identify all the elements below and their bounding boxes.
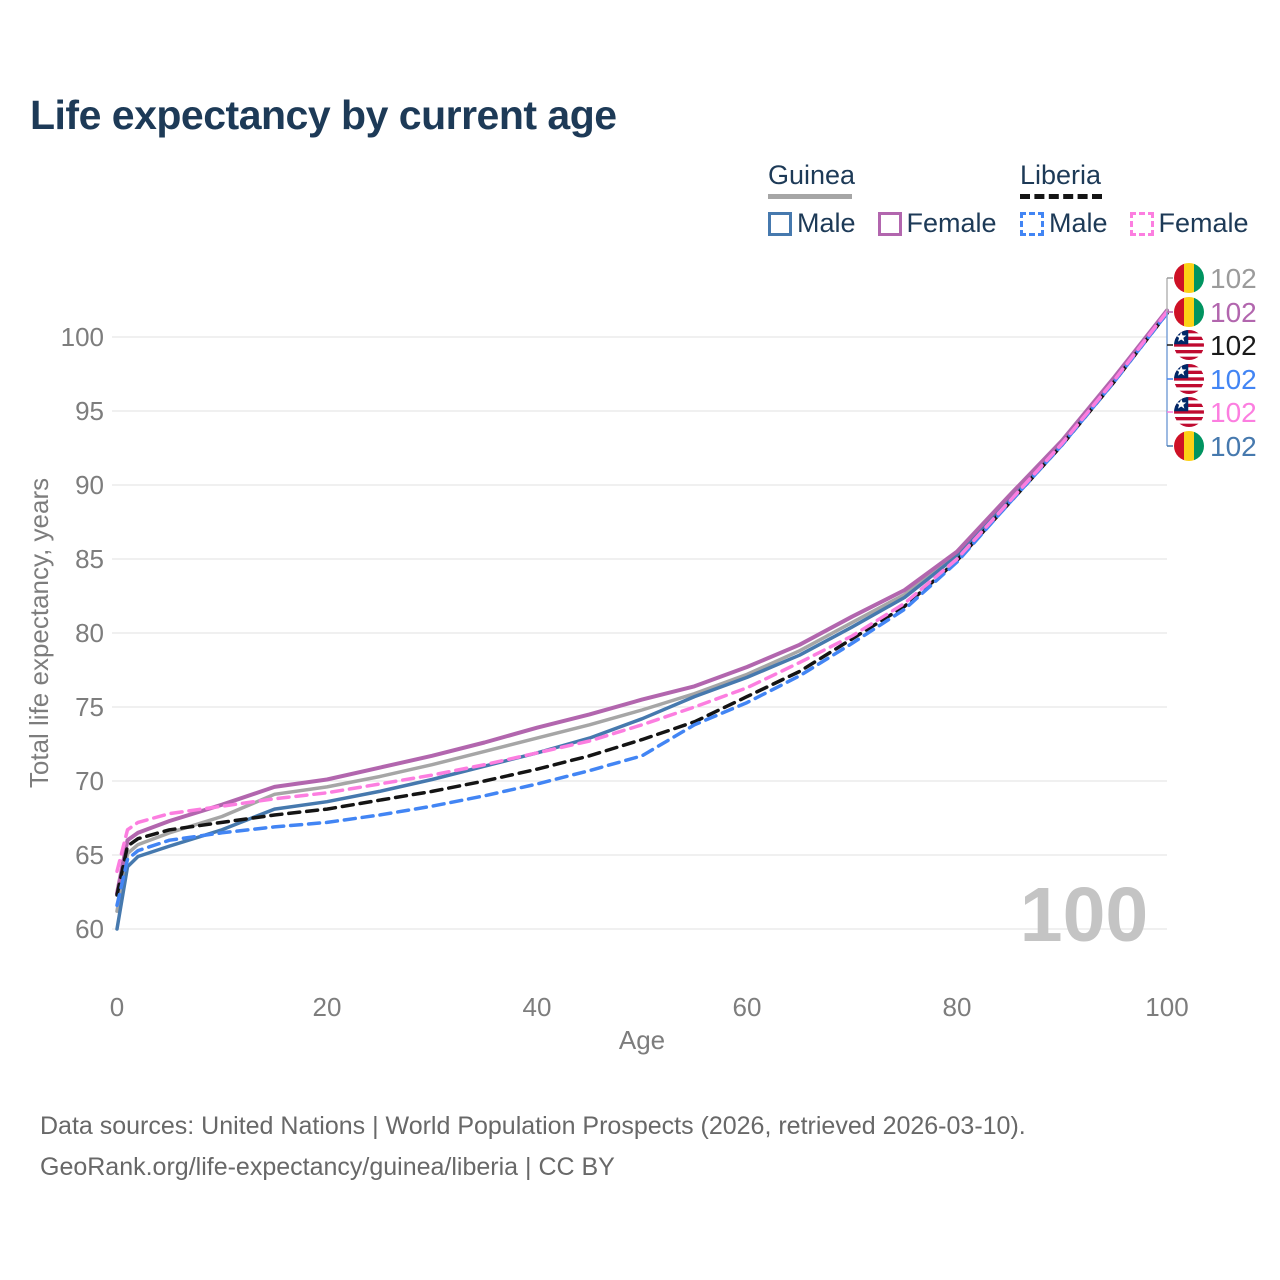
y-tick-label: 60 bbox=[75, 914, 104, 944]
guinea-flag-icon bbox=[1174, 263, 1204, 293]
series-lines bbox=[115, 308, 1169, 931]
end-label-value-guinea_female: 102 bbox=[1210, 297, 1257, 328]
y-tick-label: 80 bbox=[75, 618, 104, 648]
x-tick-label: 80 bbox=[943, 992, 972, 1022]
legend-underline-liberia bbox=[1020, 194, 1102, 199]
legend-item-guinea-female[interactable]: Female bbox=[877, 208, 997, 239]
y-tick-label: 85 bbox=[75, 544, 104, 574]
end-label-connectors bbox=[1166, 277, 1173, 447]
guinea-male-swatch-icon bbox=[768, 211, 792, 236]
end-label-value-liberia_female: 102 bbox=[1210, 397, 1257, 428]
y-tick-label: 90 bbox=[75, 470, 104, 500]
end-label-value-guinea_all: 102 bbox=[1210, 263, 1257, 294]
legend-item-label: Female bbox=[906, 208, 997, 238]
y-tick-label: 95 bbox=[75, 396, 104, 426]
liberia-flag-icon bbox=[1174, 330, 1204, 360]
footer-data-sources: Data sources: United Nations | World Pop… bbox=[40, 1112, 1026, 1140]
guinea-flag-icon bbox=[1174, 431, 1204, 461]
age-watermark: 100 bbox=[1020, 872, 1148, 958]
end-label-value-liberia_all: 102 bbox=[1210, 330, 1257, 361]
end-label-value-guinea_male: 102 bbox=[1210, 431, 1257, 462]
legend-item-label: Female bbox=[1158, 208, 1249, 238]
y-tick-label: 100 bbox=[61, 322, 104, 352]
x-tick-label: 40 bbox=[523, 992, 552, 1022]
legend-item-label: Male bbox=[1049, 208, 1108, 238]
x-tick-label: 0 bbox=[110, 992, 124, 1022]
legend-item-label: Male bbox=[797, 208, 856, 238]
guinea-female-swatch-icon bbox=[877, 211, 902, 236]
star-icon bbox=[1176, 398, 1187, 409]
series-guinea_all[interactable] bbox=[115, 310, 1169, 913]
series-guinea_female[interactable] bbox=[115, 308, 1169, 896]
footer: Data sources: United Nations | World Pop… bbox=[40, 1106, 1026, 1188]
liberia-female-swatch-icon bbox=[1129, 211, 1154, 236]
legend-group-guinea: Guinea Male Female bbox=[768, 160, 1019, 239]
guinea-flag-icon bbox=[1174, 297, 1204, 327]
legend-group-liberia: Liberia Male Female bbox=[1020, 160, 1271, 239]
x-axis-title: Age bbox=[619, 1025, 665, 1055]
liberia-male-swatch-icon bbox=[1020, 211, 1044, 236]
x-tick-label: 60 bbox=[733, 992, 762, 1022]
star-icon bbox=[1176, 365, 1187, 376]
end-label-value-liberia_male: 102 bbox=[1210, 364, 1257, 395]
page-title: Life expectancy by current age bbox=[30, 92, 617, 138]
x-tick-label: 100 bbox=[1145, 992, 1188, 1022]
liberia-flag-icon bbox=[1174, 397, 1204, 427]
y-tick-label: 75 bbox=[75, 692, 104, 722]
y-tick-label: 70 bbox=[75, 766, 104, 796]
series-liberia_all[interactable] bbox=[115, 311, 1169, 897]
footer-attribution: GeoRank.org/life-expectancy/guinea/liber… bbox=[40, 1153, 615, 1181]
legend-item-liberia-male[interactable]: Male bbox=[1020, 208, 1108, 239]
legend: Guinea Male Female Liberia bbox=[0, 160, 1280, 250]
axes: 60 65 70 75 80 85 90 95 100 0 20 40 60 80 100 Age Total … bbox=[24, 322, 1189, 1055]
legend-underline-guinea bbox=[768, 194, 852, 199]
legend-item-liberia-female[interactable]: Female bbox=[1129, 208, 1249, 239]
series-liberia_female[interactable] bbox=[115, 310, 1169, 874]
legend-header-liberia[interactable]: Liberia bbox=[1020, 160, 1102, 190]
y-axis-title: Total life expectancy, years bbox=[24, 478, 54, 788]
series-guinea_male[interactable] bbox=[115, 310, 1169, 931]
legend-item-guinea-male[interactable]: Male bbox=[768, 208, 856, 239]
x-tick-label: 20 bbox=[313, 992, 342, 1022]
legend-header-guinea[interactable]: Guinea bbox=[768, 160, 856, 190]
gridlines bbox=[112, 336, 1167, 930]
series-liberia_male[interactable] bbox=[115, 311, 1169, 908]
liberia-flag-icon bbox=[1174, 364, 1204, 394]
y-tick-label: 65 bbox=[75, 840, 104, 870]
star-icon bbox=[1176, 331, 1187, 342]
